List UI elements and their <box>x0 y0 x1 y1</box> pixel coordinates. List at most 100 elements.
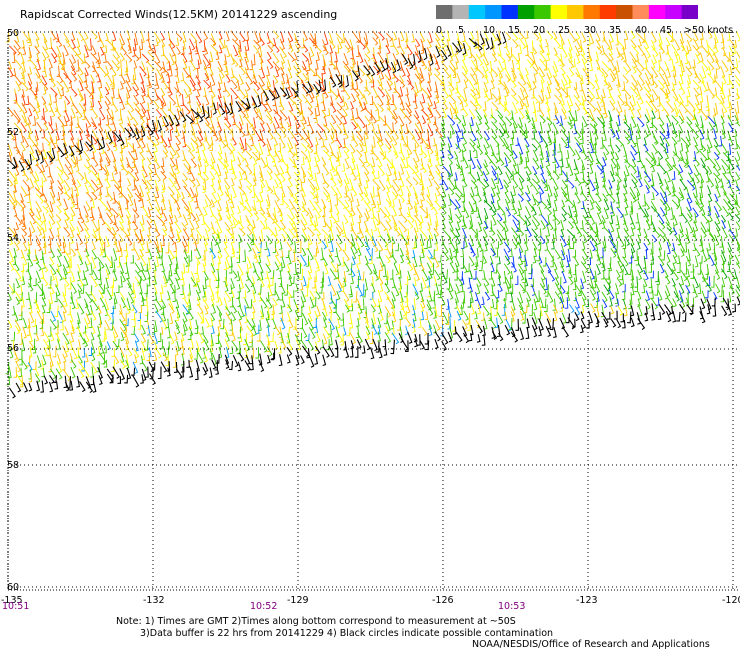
wind-barb <box>365 247 373 261</box>
wind-barb <box>328 32 334 44</box>
wind-barb <box>595 206 602 215</box>
wind-barb <box>216 241 222 254</box>
wind-barb <box>112 325 119 339</box>
wind-barb <box>258 116 265 126</box>
wind-barb <box>582 107 592 119</box>
wind-barb <box>356 45 360 58</box>
wind-barb <box>210 297 215 307</box>
wind-barb <box>70 282 77 294</box>
wind-barb <box>111 150 117 163</box>
wind-barb <box>531 117 536 130</box>
wind-barb <box>141 368 147 382</box>
wind-barb <box>209 247 217 259</box>
wind-barb <box>218 144 223 155</box>
wind-barb <box>267 129 274 140</box>
wind-barb <box>63 115 68 127</box>
wind-barb <box>121 100 126 111</box>
wind-barb <box>266 32 271 44</box>
wind-barb <box>398 95 404 105</box>
wind-barb <box>596 235 602 245</box>
wind-barb <box>734 201 740 213</box>
wind-barb <box>78 278 84 287</box>
wind-barb <box>92 156 99 167</box>
wind-barb <box>48 156 53 165</box>
wind-barb <box>539 114 546 124</box>
wind-barb <box>26 249 30 261</box>
wind-barb <box>202 346 207 359</box>
wind-barb <box>372 101 379 112</box>
wind-barb <box>434 269 441 281</box>
wind-barb <box>63 72 73 84</box>
wind-barb <box>693 87 700 97</box>
wind-barb <box>733 269 738 280</box>
wind-barb <box>67 305 71 316</box>
wind-barb <box>462 114 467 127</box>
wind-barb <box>651 59 656 70</box>
wind-barb <box>440 296 446 306</box>
wind-barb <box>127 116 131 127</box>
wind-barb <box>56 80 64 91</box>
wind-barb <box>650 31 657 43</box>
wind-barb <box>732 303 736 313</box>
wind-barb <box>439 142 444 152</box>
wind-barb <box>91 191 98 201</box>
wind-barb <box>462 107 469 117</box>
wind-barb <box>315 60 319 71</box>
wind-barb <box>175 149 180 159</box>
wind-barb <box>271 80 276 93</box>
wind-barb <box>526 166 532 176</box>
contamination-barb <box>313 83 321 95</box>
wind-barb <box>385 144 392 153</box>
wind-barb <box>644 306 648 315</box>
wind-barb <box>83 164 92 174</box>
wind-barb <box>49 180 53 189</box>
wind-barb <box>525 96 530 108</box>
wind-barb <box>452 68 457 79</box>
wind-barb <box>364 212 369 222</box>
wind-barb <box>494 249 499 258</box>
wind-barb <box>307 207 314 219</box>
wind-barb <box>729 229 737 240</box>
wind-barb <box>594 241 599 252</box>
wind-barb <box>420 262 425 272</box>
wind-barb <box>670 207 675 220</box>
wind-barb <box>426 143 434 155</box>
wind-barb <box>69 235 74 245</box>
wind-barb <box>393 31 398 41</box>
wind-barb <box>581 95 585 106</box>
wind-barb <box>342 277 347 287</box>
wind-barb <box>385 255 391 264</box>
contamination-barb <box>351 70 359 82</box>
wind-barb <box>533 73 537 84</box>
wind-barb <box>253 45 260 54</box>
wind-barb <box>286 346 293 357</box>
wind-barb <box>21 207 26 221</box>
wind-barb <box>554 53 561 62</box>
wind-barb <box>442 311 449 325</box>
wind-barb <box>312 276 316 289</box>
wind-barb <box>714 193 719 203</box>
wind-barb <box>204 72 210 82</box>
wind-barb <box>306 347 311 359</box>
wind-barb <box>308 52 313 65</box>
wind-barb <box>12 68 17 77</box>
wind-barb <box>349 332 357 345</box>
wind-barb <box>106 191 114 202</box>
wind-barb <box>293 65 300 76</box>
wind-barb <box>650 200 658 212</box>
wind-barb <box>671 179 676 193</box>
wind-barb <box>377 345 383 359</box>
wind-barb <box>631 179 638 189</box>
wind-barb <box>623 193 628 203</box>
wind-barb <box>650 270 654 279</box>
legend-swatch <box>468 5 486 19</box>
wind-barb <box>679 242 686 253</box>
wind-barb <box>692 207 699 218</box>
wind-barb <box>435 170 443 181</box>
wind-barb <box>224 60 228 73</box>
wind-barb <box>131 241 135 251</box>
wind-barb <box>28 341 35 350</box>
wind-barb <box>67 276 72 290</box>
wind-barb <box>623 121 631 131</box>
wind-barb <box>322 66 326 75</box>
